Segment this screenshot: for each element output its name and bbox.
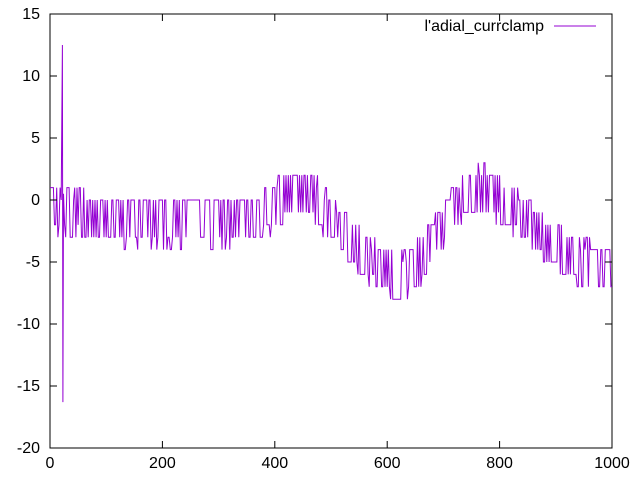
- y-tick-label: -5: [26, 254, 40, 271]
- tick-layer: -20 -15 -10 -5 0 5 10 15 0 200 400 600 800 1000: [17, 6, 630, 472]
- x-tick-label: 800: [486, 455, 513, 472]
- y-tick-label: 10: [22, 68, 40, 85]
- y-tick-label: 5: [31, 130, 40, 147]
- x-tick-label: 400: [261, 455, 288, 472]
- y-tick-label: 0: [31, 192, 40, 209]
- x-tick-label: 1000: [594, 455, 630, 472]
- legend: l'adial_currclamp: [424, 18, 596, 35]
- y-tick-label: -10: [17, 316, 40, 333]
- y-tick-label: 15: [22, 6, 40, 23]
- plot-frame: [49, 13, 613, 449]
- y-tick-label: -20: [17, 440, 40, 457]
- x-tick-label: 0: [46, 455, 55, 472]
- y-tick-label: -15: [17, 378, 40, 395]
- x-tick-label: 200: [149, 455, 176, 472]
- x-tick-label: 600: [374, 455, 401, 472]
- series-line: [50, 44, 612, 403]
- series-layer: [50, 44, 612, 403]
- legend-label: l'adial_currclamp: [424, 18, 544, 35]
